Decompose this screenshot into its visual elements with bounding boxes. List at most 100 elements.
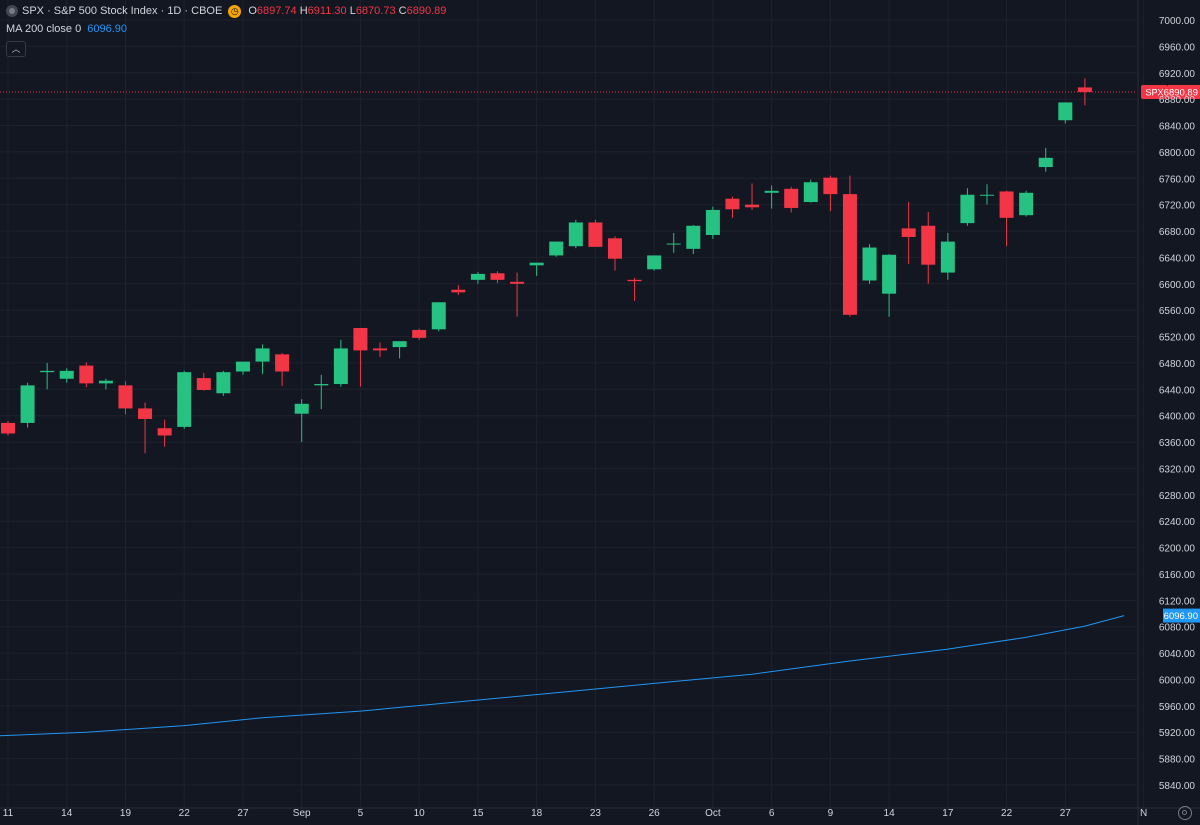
candle xyxy=(333,339,348,387)
candle-body xyxy=(940,241,955,273)
clock-icon[interactable]: ◷ xyxy=(228,4,242,18)
y-tick-label: 6120.00 xyxy=(1159,596,1196,607)
ma-row[interactable]: MA 200 close 0 6096.90 xyxy=(6,21,446,37)
x-tick-label: 5 xyxy=(358,808,364,819)
open-label: O xyxy=(248,5,257,17)
candle xyxy=(529,262,544,276)
candle xyxy=(764,185,779,209)
candle-body xyxy=(999,191,1014,218)
candle-body xyxy=(59,370,74,379)
last-price-value-badge xyxy=(1168,84,1200,99)
candle xyxy=(1,420,15,436)
x-tick-label: 19 xyxy=(120,808,132,819)
time-axis[interactable]: 11 14 19 22 27 Sep 5 10 15 18 23 26 Oct 6 9 14 17 22 27 N xyxy=(3,808,1147,819)
candle-body xyxy=(510,281,525,284)
candle xyxy=(490,271,505,284)
candle-body xyxy=(275,354,290,372)
x-tick-label: N xyxy=(1140,808,1147,819)
last-price-symbol-badge xyxy=(1141,84,1168,99)
candle-body xyxy=(392,341,407,348)
candle xyxy=(138,402,153,454)
collapse-legend-button[interactable]: ︿ xyxy=(6,41,26,57)
candle xyxy=(627,277,642,301)
candle-body xyxy=(627,279,642,282)
y-tick-label: 5840.00 xyxy=(1159,781,1196,792)
x-tick-label: 27 xyxy=(237,808,249,819)
y-tick-label: 6440.00 xyxy=(1159,385,1196,396)
candle xyxy=(157,419,172,447)
x-tick-label: 14 xyxy=(61,808,73,819)
price-axis[interactable]: 7000.00 6960.00 6920.00 6880.00 6840.00 6800.… xyxy=(1159,16,1196,792)
candle xyxy=(20,382,35,428)
candle-body xyxy=(314,384,329,386)
y-tick-label: 6200.00 xyxy=(1159,544,1196,555)
candle-body xyxy=(40,370,55,373)
candle xyxy=(999,190,1014,247)
candle xyxy=(353,327,368,387)
candle-body xyxy=(823,177,838,195)
candle-body xyxy=(333,348,348,385)
symbol-title[interactable]: SPX · S&P 500 Stock Index · 1D · CBOE xyxy=(22,5,223,17)
y-tick-label: 6240.00 xyxy=(1159,517,1196,528)
candle xyxy=(392,341,407,359)
candle-body xyxy=(921,225,936,265)
y-tick-label: 6400.00 xyxy=(1159,412,1196,423)
candle xyxy=(686,225,701,255)
candles-layer xyxy=(1,78,1092,454)
ma-price-value: 6096.90 xyxy=(1164,611,1198,622)
candle xyxy=(275,353,290,387)
candle-body xyxy=(1038,157,1053,168)
candle xyxy=(79,362,94,388)
candle xyxy=(980,184,994,205)
open-value: 6897.74 xyxy=(256,5,297,17)
ma-label: MA 200 close 0 xyxy=(6,23,82,35)
y-tick-label: 6600.00 xyxy=(1159,280,1196,291)
candle xyxy=(666,233,681,253)
candle-body xyxy=(588,222,603,247)
y-tick-label: 6000.00 xyxy=(1159,675,1196,686)
chart-legend: SPX · S&P 500 Stock Index · 1D · CBOE ◷ … xyxy=(6,3,446,57)
candle xyxy=(647,255,662,271)
candle-body xyxy=(470,273,485,280)
candle-body xyxy=(216,372,231,394)
symbol-badge-icon[interactable] xyxy=(6,5,18,17)
candle xyxy=(451,285,466,296)
y-tick-label: 6760.00 xyxy=(1159,174,1196,185)
last-price-value: 6890.89 xyxy=(1164,87,1198,98)
x-tick-label: Oct xyxy=(705,808,721,819)
x-tick-label: 27 xyxy=(1060,808,1072,819)
close-label: C xyxy=(398,5,407,17)
x-tick-label: 18 xyxy=(531,808,543,819)
candle-body xyxy=(725,198,740,210)
candle xyxy=(177,370,192,429)
candle xyxy=(803,179,818,203)
candle xyxy=(314,374,329,410)
candle-body xyxy=(607,238,622,259)
x-tick-label: 10 xyxy=(414,808,426,819)
candle-body xyxy=(666,243,681,245)
high-value: 6911.30 xyxy=(307,5,347,17)
close-value: 6890.89 xyxy=(406,5,447,17)
candle-body xyxy=(1,422,15,434)
candle-body xyxy=(157,428,172,436)
x-tick-label: 11 xyxy=(3,808,14,819)
x-tick-label: 15 xyxy=(472,808,484,819)
y-tick-label: 7000.00 xyxy=(1159,16,1196,27)
candle-body xyxy=(686,225,701,249)
y-tick-label: 6560.00 xyxy=(1159,306,1196,317)
candle-body xyxy=(960,194,975,224)
candle-body xyxy=(980,194,994,196)
chevron-up-icon: ︿ xyxy=(11,44,21,54)
candle-body xyxy=(431,302,446,330)
candle xyxy=(960,188,975,226)
ma-price-badge xyxy=(1163,608,1200,623)
x-tick-label: 26 xyxy=(649,808,661,819)
candle-body xyxy=(568,222,583,247)
gear-icon[interactable] xyxy=(1178,806,1192,820)
candle xyxy=(118,381,133,415)
y-tick-label: 6960.00 xyxy=(1159,42,1196,53)
candle-body xyxy=(549,241,564,256)
candle-body xyxy=(784,188,799,208)
